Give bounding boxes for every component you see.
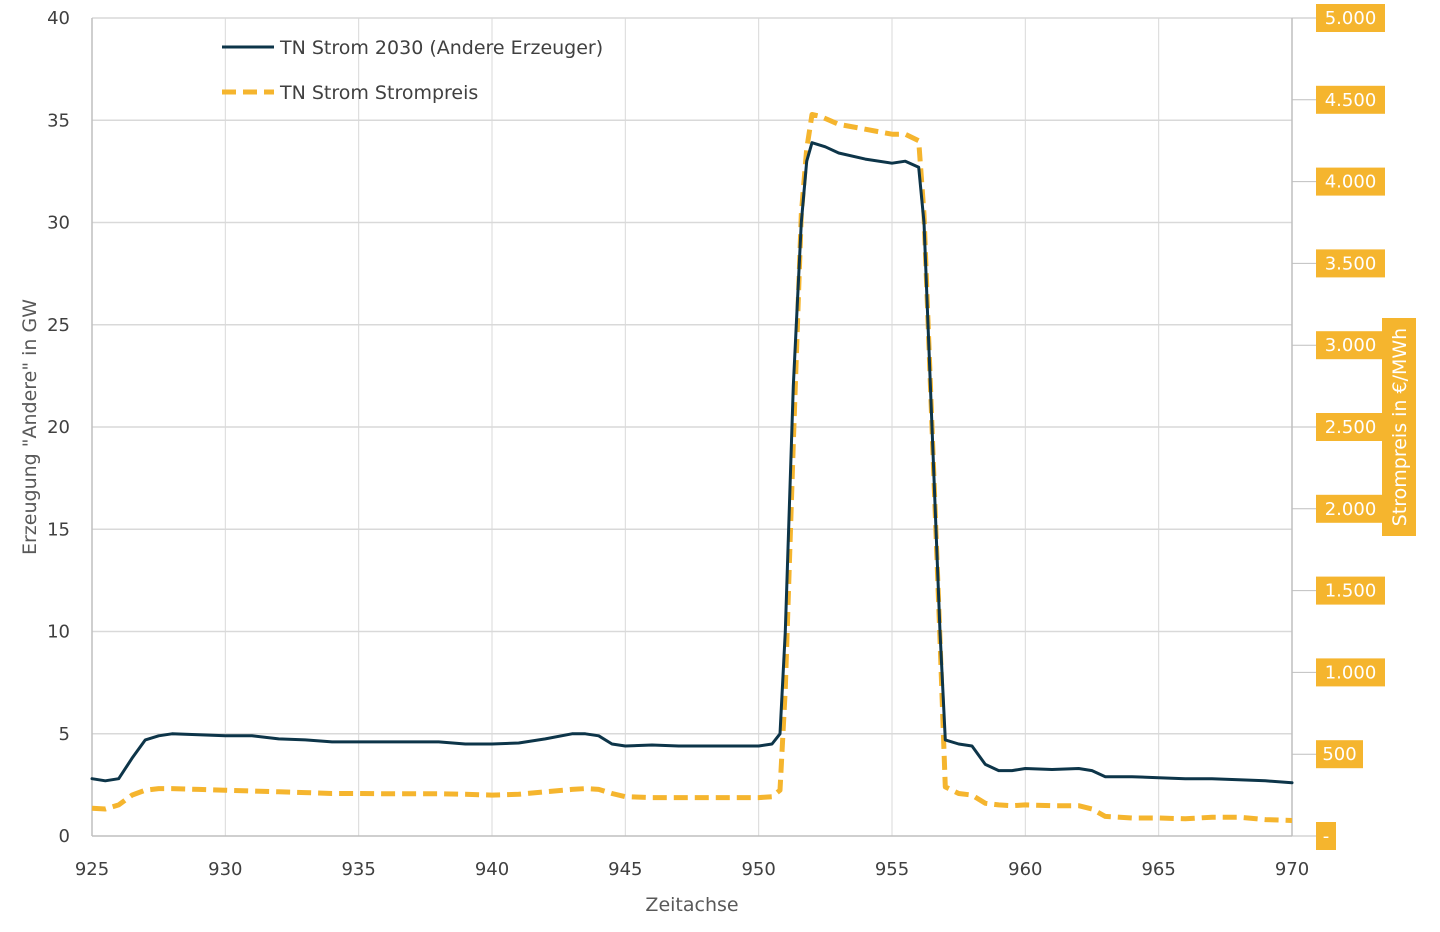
y2-axis-title-background [1382, 318, 1416, 536]
y2-tick: 1.500 [1316, 576, 1385, 605]
x-tick-label: 945 [608, 859, 642, 880]
legend-label-series-2: TN Strom Strompreis [279, 82, 478, 104]
x-axis-title: Zeitachse [645, 894, 738, 916]
x-tick-label: 970 [1275, 859, 1309, 880]
y2-tick-badge [1316, 249, 1385, 278]
x-tick-label: 940 [475, 859, 509, 880]
y-tick-label: 5 [59, 724, 70, 745]
x-axis-ticks: 925 930 935 940 945 950 955 960 965 970 [75, 859, 1309, 880]
y2-tick: 4.500 [1316, 85, 1385, 114]
y2-tick-label: 2.500 [1325, 417, 1377, 438]
x-tick-label: 955 [875, 859, 909, 880]
y2-tick-label: 5.000 [1325, 8, 1377, 29]
y2-tick-badge [1316, 85, 1385, 114]
y2-tick-badge [1316, 494, 1385, 523]
x-tick-label: 930 [208, 859, 242, 880]
series-line-generation [90, 141, 1294, 785]
y2-tick: 2.000 [1316, 494, 1385, 523]
left-axis-ticks: 0 5 10 15 20 25 30 35 40 [47, 8, 70, 847]
y-tick-label: 30 [47, 213, 70, 234]
y2-tick-label: 4.000 [1325, 172, 1377, 193]
x-tick-label: 965 [1141, 859, 1175, 880]
y2-tick: 2.500 [1316, 413, 1385, 441]
y-tick-label: 0 [59, 826, 70, 847]
y2-tick: 500 [1316, 740, 1363, 769]
y-tick-label: 10 [47, 622, 70, 643]
y2-tick-badge [1316, 331, 1385, 360]
y2-tick: 5.000 [1316, 4, 1385, 32]
y2-tick-badge [1316, 822, 1336, 850]
y-tick-label: 20 [47, 417, 70, 438]
y2-tick-label: 4.500 [1325, 90, 1377, 111]
y2-axis-title-badge: Strompreis in €/MWh [1382, 318, 1416, 536]
x-tick-label: 925 [75, 859, 109, 880]
series-layer [90, 112, 1294, 823]
y2-tick: - [1316, 822, 1336, 850]
y2-tick-label: 1.000 [1325, 662, 1377, 683]
y2-tick: 3.000 [1316, 331, 1385, 360]
y2-tick-label: 1.500 [1325, 581, 1377, 602]
y2-tick-badge [1316, 658, 1385, 687]
y2-tick: 4.000 [1316, 167, 1385, 196]
right-axis-ticks: - 500 1.000 1.500 2.000 2.500 3.000 3.500 4.000 4… [1292, 4, 1385, 850]
y-tick-label: 40 [47, 8, 70, 29]
y-axis-title: Erzeugung "Andere" in GW [19, 299, 41, 555]
y2-tick-badge [1316, 576, 1385, 605]
y2-axis-title: Strompreis in €/MWh [1389, 328, 1411, 526]
y2-tick-badge [1316, 740, 1363, 769]
y-tick-label: 35 [47, 110, 70, 131]
y-tick-label: 25 [47, 315, 70, 336]
y-tick-label: 15 [47, 519, 70, 540]
x-tick-label: 960 [1008, 859, 1042, 880]
x-tick-label: 935 [341, 859, 375, 880]
y2-tick-badge [1316, 4, 1385, 32]
y2-tick-label: 2.000 [1325, 499, 1377, 520]
y2-tick-label: 3.000 [1325, 335, 1377, 356]
legend: TN Strom 2030 (Andere Erzeuger) TN Strom… [222, 37, 603, 104]
y2-tick-badge [1316, 413, 1385, 441]
y2-tick: 3.500 [1316, 249, 1385, 278]
y2-tick-label: 500 [1322, 744, 1356, 765]
gridlines [92, 17, 1292, 836]
y2-tick-badge [1316, 167, 1385, 196]
legend-label-series-1: TN Strom 2030 (Andere Erzeuger) [279, 37, 603, 59]
x-tick-label: 950 [741, 859, 775, 880]
y2-tick-label: 3.500 [1325, 253, 1377, 274]
series-line-price [91, 112, 1293, 823]
y2-tick-label: - [1323, 826, 1330, 847]
y2-tick: 1.000 [1316, 658, 1385, 687]
